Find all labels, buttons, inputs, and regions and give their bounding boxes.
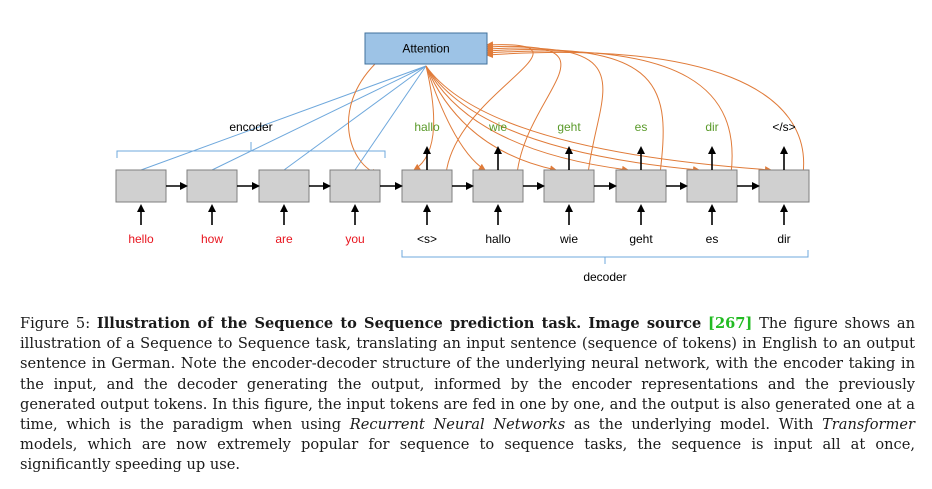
decoder-label: decoder	[583, 270, 626, 284]
encoder-input-token: you	[345, 232, 364, 246]
attention-label: Attention	[402, 42, 449, 56]
attention-context-curve	[348, 63, 379, 176]
decoder-output-token: es	[635, 120, 648, 134]
decoder-output-token: </s>	[772, 120, 795, 134]
decoder-output-token: dir	[705, 120, 718, 134]
encoder-cell	[115, 169, 167, 203]
decoder-input-token: es	[706, 232, 719, 246]
caption-text-3: models, which are now extremely popular …	[20, 436, 915, 474]
decoder-input-token: geht	[629, 232, 653, 246]
decoder-input-token: dir	[777, 232, 790, 246]
attention-decoder-curve	[413, 65, 435, 171]
caption-title: Illustration of the Sequence to Sequence…	[96, 315, 702, 332]
attention-box	[364, 32, 488, 65]
seq2seq-diagram: Attention hello how are you <s> hallo wie geht es…	[115, 32, 810, 284]
encoder-cell	[329, 169, 381, 203]
encoder-attention-line	[283, 65, 427, 171]
encoder-cell	[186, 169, 238, 203]
decoder-attention-curve	[445, 41, 534, 175]
caption-transformer-term: Transformer	[822, 416, 915, 434]
attention-decoder-curve	[425, 65, 700, 173]
decoder-input-token: hallo	[485, 232, 511, 246]
encoder-attention-line	[140, 65, 427, 171]
citation-reference[interactable]: [267]	[708, 315, 753, 332]
decoder-cell	[686, 169, 738, 203]
seq2seq-figure: Attention hello how are you <s> hallo wie geht es…	[115, 32, 810, 284]
decoder-attention-curve	[486, 45, 604, 175]
encoder-cell	[258, 169, 310, 203]
caption-rnn-term: Recurrent Neural Networks	[349, 416, 566, 434]
figure-label: Figure 5:	[20, 315, 91, 332]
encoder-input-token: hello	[128, 232, 154, 246]
decoder-cell	[401, 169, 453, 203]
caption-text-1: The figure shows an illustration of a Se…	[20, 315, 916, 434]
decoder-cell	[472, 169, 524, 203]
decoder-attention-curve	[486, 51, 805, 175]
decoder-attention-curve	[486, 47, 664, 175]
attention-decoder-curve	[425, 65, 629, 173]
encoder-attention-line	[211, 65, 427, 171]
decoder-attention-curve	[486, 43, 562, 175]
decoder-output-token: wie	[488, 120, 507, 134]
encoder-attention-line	[354, 65, 427, 171]
decoder-attention-curve	[486, 49, 733, 175]
caption-text-2: as the underlying model. With	[565, 416, 823, 434]
attention-decoder-curve	[425, 65, 557, 173]
decoder-input-token: wie	[559, 232, 578, 246]
encoder-input-token: are	[275, 232, 293, 246]
decoder-input-token: <s>	[417, 232, 437, 246]
decoder-cell	[615, 169, 667, 203]
attention-decoder-curve	[425, 65, 772, 174]
decoder-output-token: geht	[557, 120, 581, 134]
decoder-cell	[543, 169, 595, 203]
encoder-label: encoder	[229, 120, 272, 134]
decoder-bracket	[401, 250, 809, 258]
decoder-output-token: hallo	[414, 120, 440, 134]
figure-caption: Figure 5: Illustration of the Sequence t…	[20, 314, 915, 476]
encoder-bracket	[116, 150, 386, 158]
encoder-input-token: how	[201, 232, 223, 246]
attention-decoder-curve	[425, 65, 486, 171]
decoder-cell	[758, 169, 810, 203]
